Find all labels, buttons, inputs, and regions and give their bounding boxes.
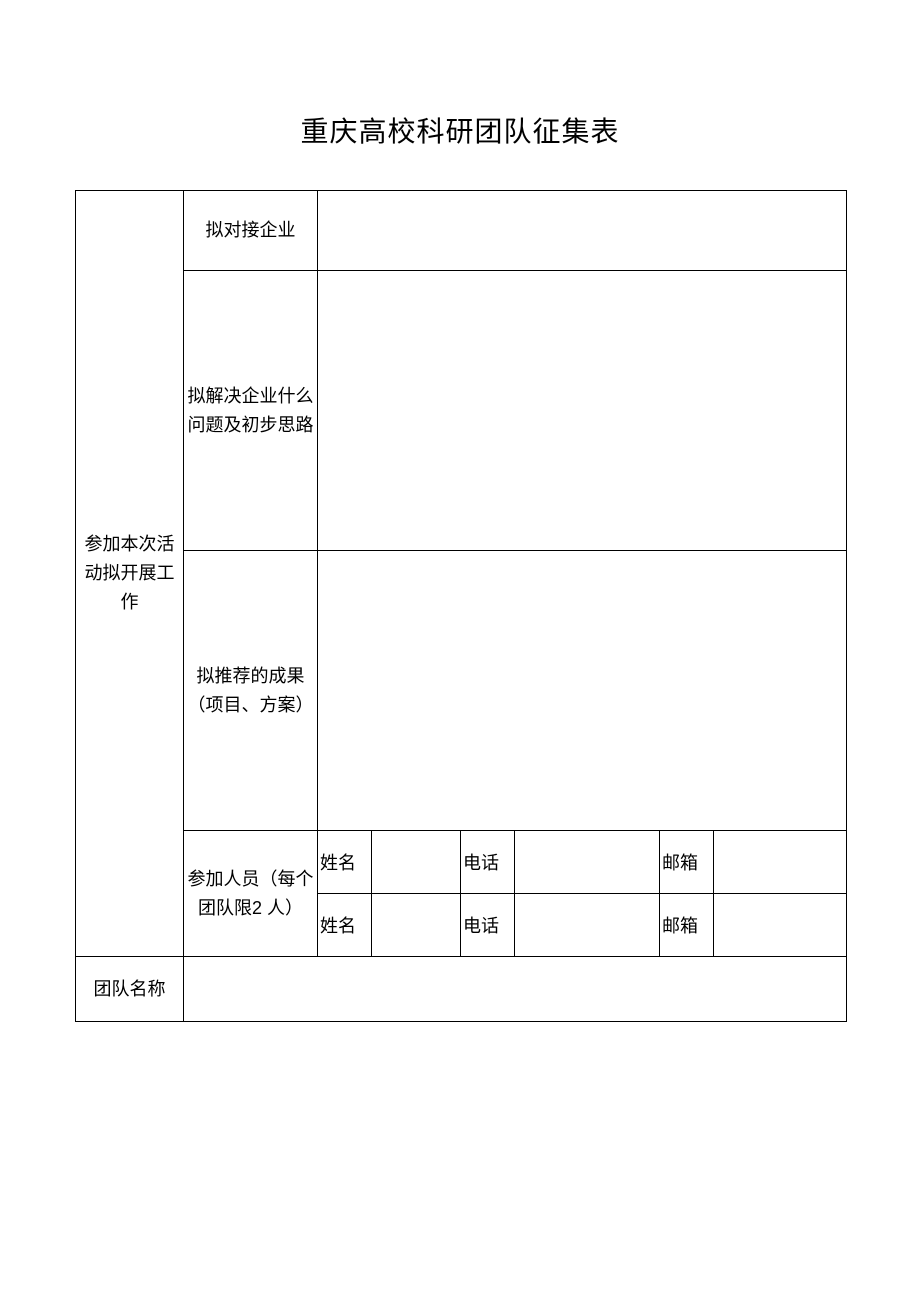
enterprise-label: 拟对接企业 <box>184 191 318 271</box>
document-page: 重庆高校科研团队征集表 参加本次活动拟开展工作 拟对接企业 拟解决企业什么问题及… <box>0 0 920 1022</box>
p2-phone-value[interactable] <box>515 894 660 957</box>
p1-name-label: 姓名 <box>318 831 372 894</box>
p1-email-label: 邮箱 <box>660 831 714 894</box>
p2-phone-label: 电话 <box>461 894 515 957</box>
page-title: 重庆高校科研团队征集表 <box>75 110 845 150</box>
achievement-label: 拟推荐的成果（项目、方案） <box>184 551 318 831</box>
p2-email-label: 邮箱 <box>660 894 714 957</box>
participants-label: 参加人员（每个团队限2 人） <box>184 831 318 957</box>
p2-name-value[interactable] <box>372 894 461 957</box>
p2-email-value[interactable] <box>714 894 847 957</box>
p1-phone-label: 电话 <box>461 831 515 894</box>
enterprise-value[interactable] <box>318 191 847 271</box>
team-name-value[interactable] <box>184 957 847 1022</box>
p1-phone-value[interactable] <box>515 831 660 894</box>
p1-email-value[interactable] <box>714 831 847 894</box>
form-table: 参加本次活动拟开展工作 拟对接企业 拟解决企业什么问题及初步思路 拟推荐的成果（… <box>75 190 847 1022</box>
section-main-label: 参加本次活动拟开展工作 <box>76 191 184 957</box>
problem-value[interactable] <box>318 271 847 551</box>
achievement-value[interactable] <box>318 551 847 831</box>
p2-name-label: 姓名 <box>318 894 372 957</box>
team-name-label: 团队名称 <box>76 957 184 1022</box>
p1-name-value[interactable] <box>372 831 461 894</box>
problem-label: 拟解决企业什么问题及初步思路 <box>184 271 318 551</box>
